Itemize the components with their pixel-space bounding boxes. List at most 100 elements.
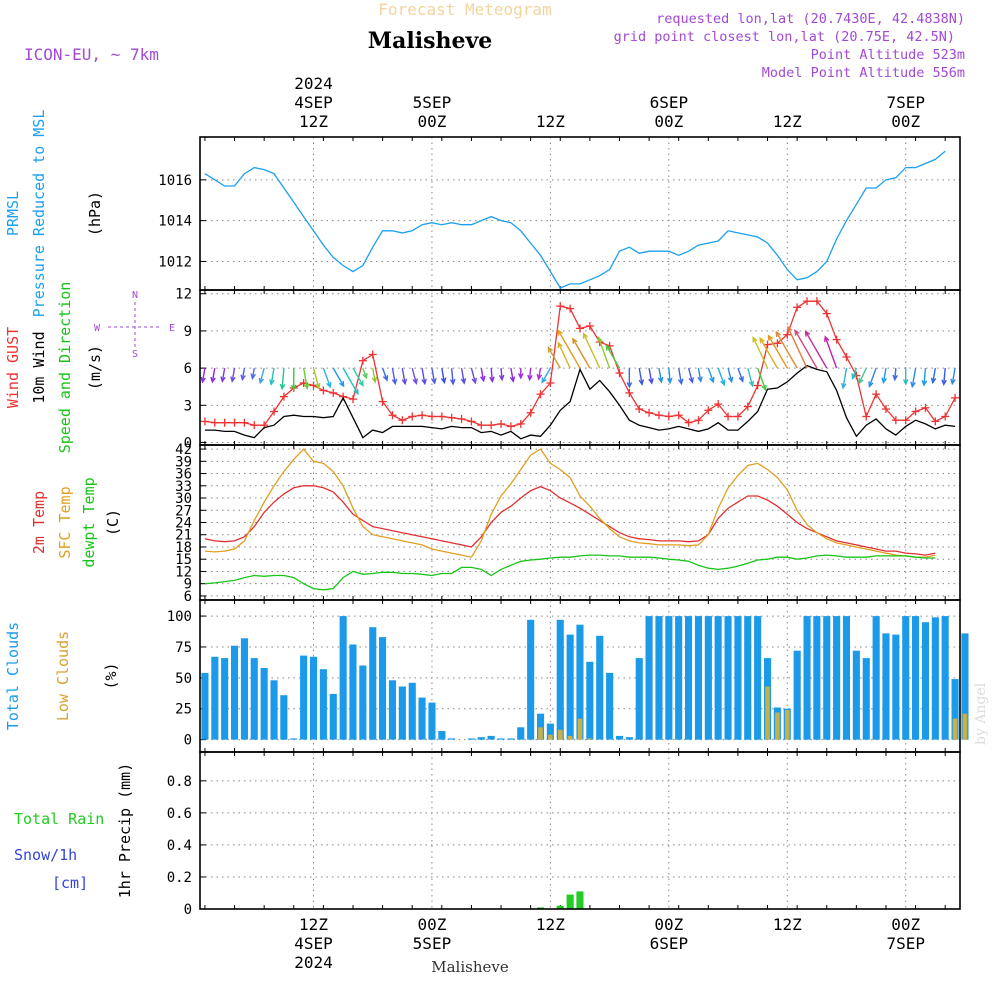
bottom-time-label: 2024 [294,953,333,972]
bar-total-clouds [398,686,406,740]
gust-marker [457,414,466,423]
wind-arrow [648,367,654,385]
gust-marker [368,350,377,359]
ytick-label: 24 [175,516,192,532]
ytick-label: 0 [184,902,192,918]
bar-total-clouds [388,680,396,740]
wind-arrow [697,367,703,383]
gust-marker [743,402,752,411]
footer-location: Malisheve [431,958,509,976]
bar-total-clouds [517,727,525,740]
ytick-label: 6 [184,361,192,377]
compass-w: W [94,323,101,334]
wind-arrow [250,367,256,380]
gust-marker [210,418,219,427]
bar-total-clouds [862,658,870,740]
wind-arrow [747,367,755,388]
rain-label: Total Rain [14,810,104,828]
panel-label: Wind GUST [4,327,22,408]
panel-label: Pressure Reduced to MSL [30,110,48,318]
bottom-time-label: 12Z [773,915,802,934]
wind-arrow [910,367,917,389]
ytick-label: 1014 [158,214,192,230]
bar-total-clouds [527,619,535,740]
bottom-time-label: 00Z [417,915,446,934]
bar-total-clouds [892,634,900,740]
bar-total-clouds [566,634,574,740]
ytick-label: 3 [184,398,192,414]
wind-arrow [757,367,767,392]
gust-marker [921,403,930,412]
wind-arrow [657,367,664,384]
wind-arrow [302,367,310,390]
compass-e: E [169,323,175,334]
wind-arrow [381,367,389,382]
wind-arrow [804,330,828,369]
panel-label: (C) [104,509,122,536]
panel-label: (hPa) [86,191,104,236]
wind-arrow [470,367,477,385]
bar-total-clouds [872,616,880,740]
wind-arrow [210,367,216,384]
wind-arrow [638,367,645,386]
bar-total-clouds [280,695,288,740]
panel-frame [199,751,961,910]
wind-arrow [582,332,601,369]
gust-marker [803,297,812,306]
gust-marker [585,321,594,330]
bar-total-clouds [319,669,327,740]
series-line-prmsl [204,150,946,289]
wind-arrow [775,330,798,369]
panel-3: 0 25 50 75 100 Total Clouds Low Clouds (%) [4,599,969,753]
wind-arrow [677,367,684,386]
bar-total-clouds [882,633,890,740]
bar-total-clouds [615,735,623,740]
bar-total-clouds [418,697,426,740]
ytick-label: 0.8 [167,774,192,790]
wind-arrow [322,367,332,389]
gust-marker [467,417,476,426]
gust-marker [506,422,515,431]
bar-total-clouds [645,616,653,740]
wind-arrow [240,367,246,382]
top-time-label: 4SEP [294,93,333,112]
ytick-label: 18 [175,540,192,556]
ytick-label: 12 [175,287,192,303]
bar-total-clouds [507,738,515,740]
top-time-label: 12Z [773,112,802,131]
wind-arrow [440,367,447,385]
panel-label: PRMSL [4,191,22,236]
bar-total-clouds [724,616,732,740]
point-altitude: Point Altitude 523m [811,47,965,63]
wind-arrow [547,346,561,369]
series-line-sfc-temp [204,448,936,558]
bar-total-clouds [961,633,969,740]
series-line-2m-temp [204,485,936,556]
gust-marker [832,335,841,344]
requested-point: requested lon,lat (20.7430E, 42.4838N) [656,11,965,27]
top-time-label: 12Z [299,112,328,131]
bar-low-clouds [785,710,790,740]
gust-marker [230,418,239,427]
gust-marker [546,379,555,387]
bar-total-clouds [912,616,920,740]
gust-marker [418,411,427,420]
panel-label: (m/s) [86,345,104,390]
wind-arrow [787,325,808,369]
ytick-label: 30 [175,491,192,507]
gust-marker [911,407,920,416]
bar-total-clouds [635,658,643,740]
bar-total-clouds [714,616,722,740]
bar-total-clouds [250,658,258,740]
wind-arrow [421,367,427,386]
bar-low-clouds [962,713,968,740]
panel-label: dewpt Temp [80,477,98,567]
bar-total-clouds [379,637,387,740]
grid-point: grid point closest lon,lat (20.75E, 42.5… [614,29,955,45]
ytick-label: 21 [175,528,192,544]
bar-total-clouds [300,655,308,740]
bottom-time-label: 6SEP [650,934,689,953]
panel-label: (%) [102,662,120,689]
